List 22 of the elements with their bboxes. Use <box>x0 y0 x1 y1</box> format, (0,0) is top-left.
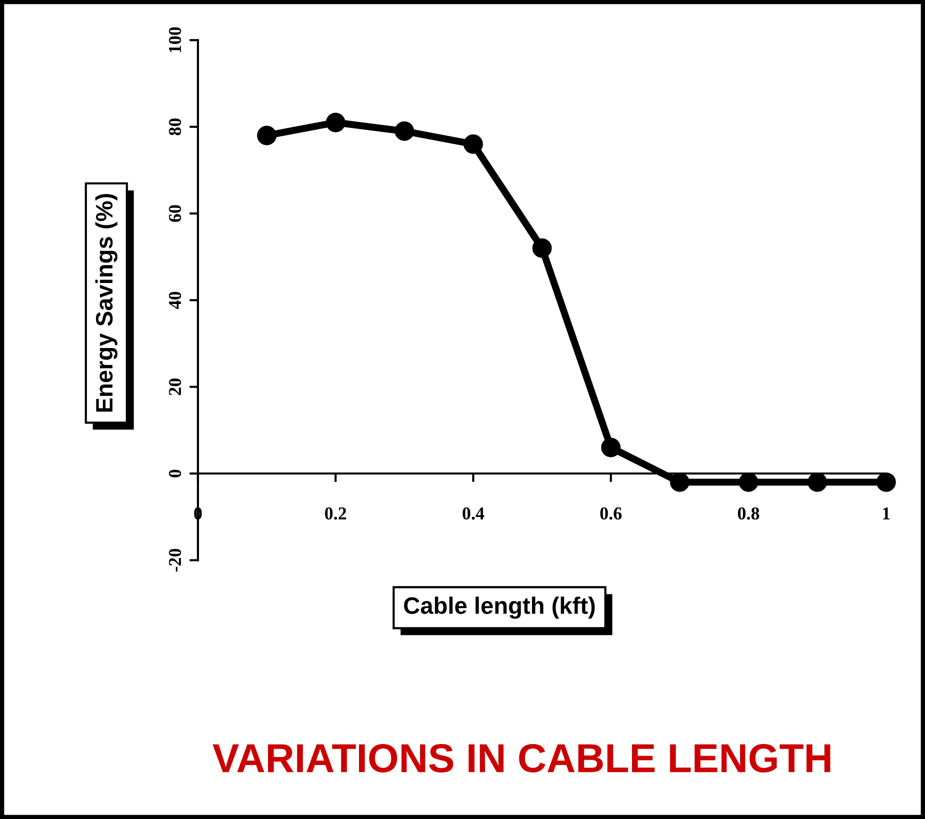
x-tick-label: 0.2 <box>324 507 346 520</box>
text: VARIATIONS IN CABLE LENGTH <box>212 744 830 772</box>
point <box>532 238 552 258</box>
y-tick-label: 20 <box>168 378 182 396</box>
y-tick-label: 40 <box>168 292 182 309</box>
y-axis-title: Energy Savings (%) <box>95 194 118 412</box>
point <box>876 472 896 492</box>
point <box>464 134 483 154</box>
x-tick-label: 0.6 <box>600 507 622 520</box>
y-tick-label: 60 <box>168 205 182 222</box>
point <box>326 112 346 132</box>
y-tick-label: 0 <box>168 470 182 478</box>
point <box>257 126 276 146</box>
y-tick-label: -20 <box>168 548 182 572</box>
point <box>394 121 414 141</box>
y-tick-label: 80 <box>168 118 182 136</box>
x-tick-label: 0.8 <box>738 507 760 520</box>
y-tick-label: 100 <box>168 27 182 52</box>
x-tick-label: 1 <box>883 507 890 520</box>
point <box>601 438 621 458</box>
x-tick-label: 0.4 <box>462 507 484 520</box>
x-axis-title: Cable length (kft) <box>404 596 595 619</box>
